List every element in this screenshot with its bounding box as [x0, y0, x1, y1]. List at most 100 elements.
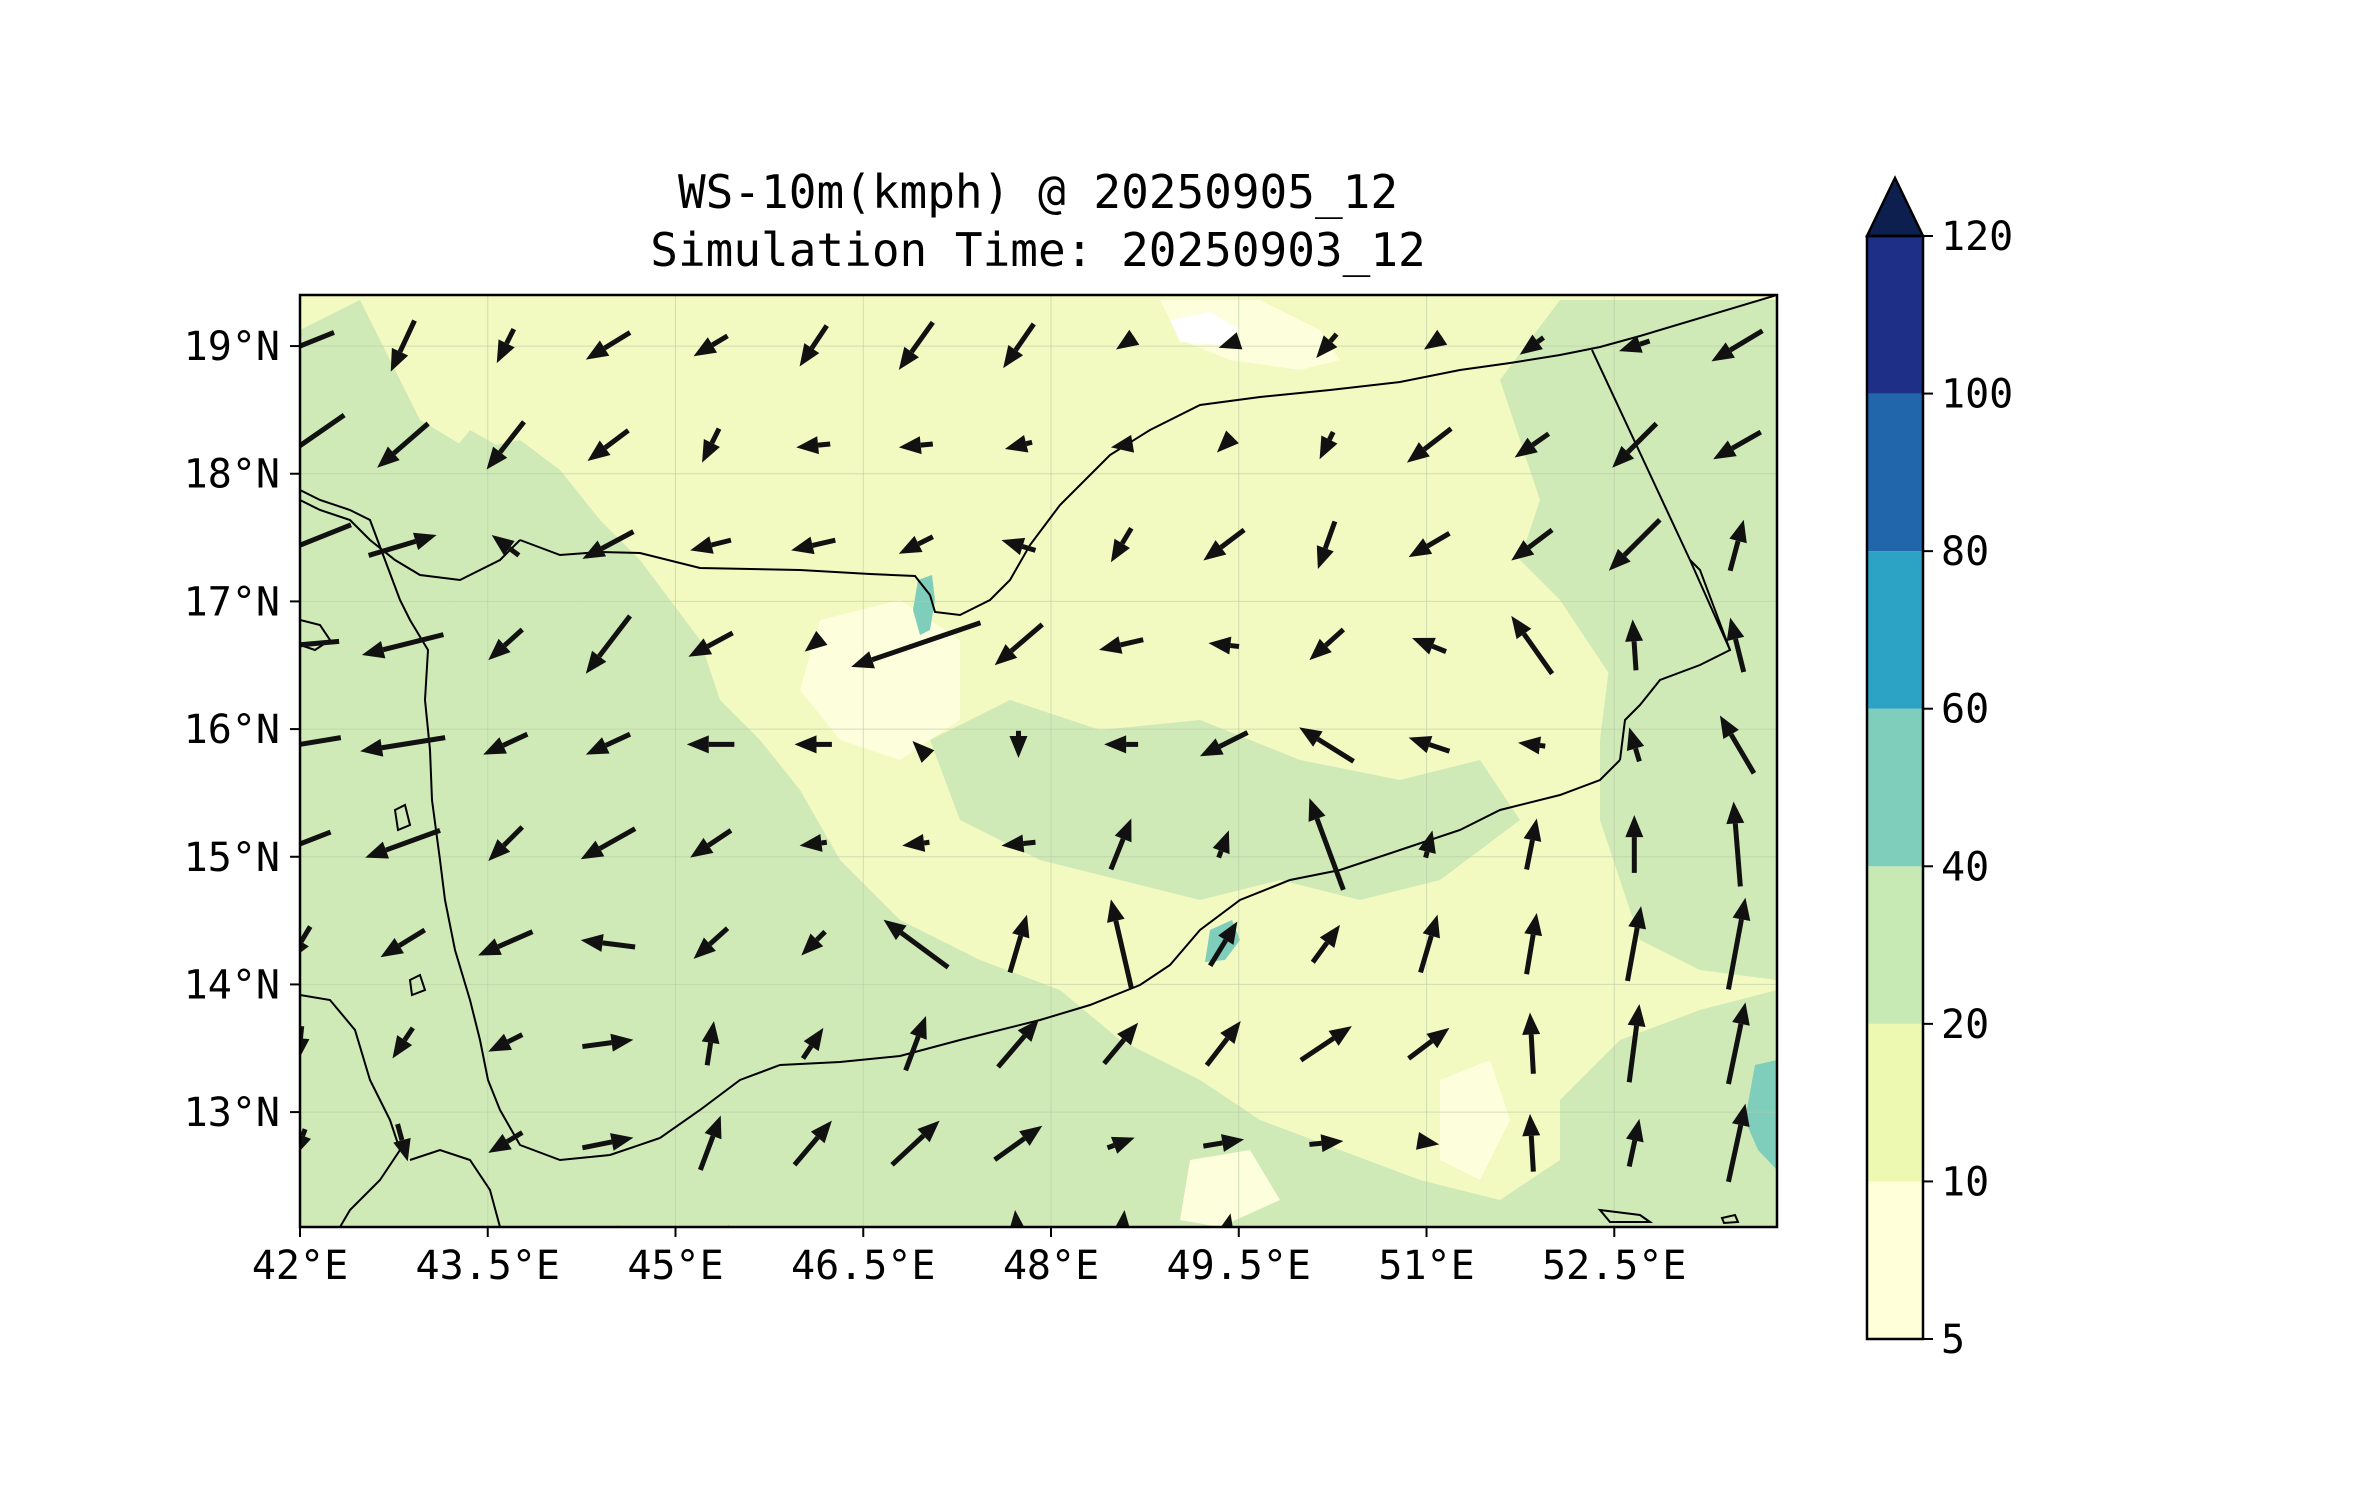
wind-arrow-head — [803, 1027, 824, 1052]
wind-arrow — [1001, 537, 1037, 556]
wind-arrow-shaft — [1428, 742, 1451, 754]
wind-arrow — [300, 829, 332, 847]
wind-arrow-head — [1423, 329, 1448, 350]
wind-arrow — [478, 929, 534, 956]
wind-arrow-head — [1220, 1213, 1233, 1227]
wind-arrow-shaft — [1524, 934, 1536, 975]
wind-arrow-head — [585, 650, 607, 674]
wind-arrow — [488, 825, 525, 861]
wind-arrow — [1116, 329, 1140, 350]
x-tick-label: 43.5°E — [416, 1243, 561, 1289]
wind-arrow — [1416, 1131, 1440, 1150]
wind-arrow-shaft — [1025, 439, 1033, 447]
wind-arrow-head — [1812, 340, 1836, 357]
wind-arrow-head — [580, 933, 604, 952]
wind-arrow — [1727, 519, 1747, 572]
wind-arrow-head — [610, 1133, 634, 1151]
wind-arrow-head — [496, 339, 515, 364]
wind-arrow-shaft — [1631, 641, 1639, 671]
wind-arrow — [800, 1027, 824, 1060]
wind-arrow-shaft — [817, 441, 831, 448]
wind-arrow-head — [1212, 830, 1230, 855]
wind-arrow — [1408, 531, 1451, 558]
wind-arrow — [1514, 431, 1551, 458]
wind-arrow-head — [1001, 834, 1025, 853]
wind-arrow — [791, 536, 836, 555]
wind-arrow — [1102, 1022, 1139, 1066]
wind-arrow-shaft — [1218, 730, 1249, 749]
wind-arrow-shaft — [809, 324, 829, 350]
wind-arrow — [300, 1128, 312, 1151]
wind-arrow-head — [1612, 445, 1635, 468]
wind-arrow-shaft — [1426, 531, 1451, 549]
wind-arrow — [365, 828, 441, 859]
y-tick-label: 14°N — [184, 962, 280, 1008]
wind-arrow-head — [1017, 1019, 1039, 1042]
wind-arrow-head — [1625, 815, 1644, 838]
wind-arrow-shaft — [709, 427, 722, 445]
wind-arrow — [585, 330, 632, 360]
wind-arrow-head — [994, 644, 1018, 666]
wind-arrow-head — [1010, 1210, 1025, 1227]
wind-arrow-shaft — [917, 534, 934, 547]
wind-arrow-shaft — [698, 1135, 716, 1171]
wind-arrow-shaft — [582, 1040, 612, 1050]
wind-arrow — [1619, 335, 1651, 353]
wind-arrow-head — [804, 630, 828, 652]
colorbar-tick-label: 5 — [1941, 1317, 1965, 1363]
wind-arrow-head — [701, 1021, 720, 1045]
title-line-2: Simulation Time: 20250903_12 — [650, 223, 1425, 277]
wind-arrow — [1407, 1027, 1450, 1061]
wind-arrow-shaft — [1431, 643, 1447, 654]
wind-arrow — [693, 926, 730, 959]
wind-arrow-head — [300, 941, 309, 953]
wind-arrow-head — [693, 937, 716, 959]
yemen-border-north — [519, 295, 1777, 617]
wind-arrow — [903, 1015, 927, 1072]
wind-arrow — [883, 919, 950, 970]
wind-arrow — [996, 1019, 1039, 1069]
wind-arrow-head — [360, 738, 384, 757]
wind-arrow-head — [1115, 1210, 1130, 1227]
wind-arrow — [1625, 815, 1644, 873]
wind-arrow-head — [686, 735, 709, 754]
wind-arrow-head — [1012, 914, 1030, 939]
wind-arrow-shaft — [1316, 736, 1355, 764]
wind-arrow-head — [1522, 1012, 1541, 1036]
wind-arrow-head — [1514, 437, 1538, 458]
wind-arrow-shaft — [1838, 839, 1850, 870]
wind-arrow — [1001, 834, 1036, 853]
contour-20-40-west — [300, 300, 1777, 1227]
wind-arrow-head — [1524, 912, 1543, 937]
wind-arrow — [367, 532, 437, 558]
wind-arrow-shaft — [899, 930, 950, 970]
wind-arrow-head — [799, 834, 823, 852]
contour-5-10-patch-4 — [1180, 1150, 1280, 1227]
wind-arrow-head — [902, 834, 926, 852]
wind-arrow — [1711, 328, 1764, 362]
wind-arrow-shaft — [1023, 839, 1036, 846]
wind-arrow-shaft — [923, 839, 930, 846]
wind-arrow-head — [693, 337, 718, 357]
wind-arrow-shaft — [397, 319, 417, 353]
wind-arrow-head — [799, 343, 820, 367]
wind-arrow-head — [1713, 440, 1737, 460]
wind-arrow — [582, 529, 635, 559]
wind-arrow-shaft — [1324, 627, 1346, 648]
wind-arrow-head — [1412, 637, 1436, 655]
wind-arrow-shaft — [1732, 823, 1743, 887]
wind-arrow — [1625, 906, 1647, 982]
colorbar-segment — [1867, 708, 1923, 867]
wind-arrow-shaft — [1626, 1025, 1640, 1083]
x-tick-label: 49.5°E — [1167, 1243, 1312, 1289]
wind-arrow-shaft — [1731, 429, 1762, 451]
wind-arrow-head — [582, 540, 607, 559]
wind-arrow-head — [1719, 715, 1739, 740]
wind-arrow-shaft — [1728, 733, 1757, 775]
wind-arrow-shaft — [302, 1232, 317, 1241]
y-tick-label: 17°N — [184, 579, 280, 625]
wind-arrow-shaft — [1120, 526, 1134, 545]
wind-arrow-shaft — [1309, 1140, 1322, 1147]
wind-arrow-shaft — [300, 735, 342, 747]
wind-arrow — [582, 1033, 634, 1052]
